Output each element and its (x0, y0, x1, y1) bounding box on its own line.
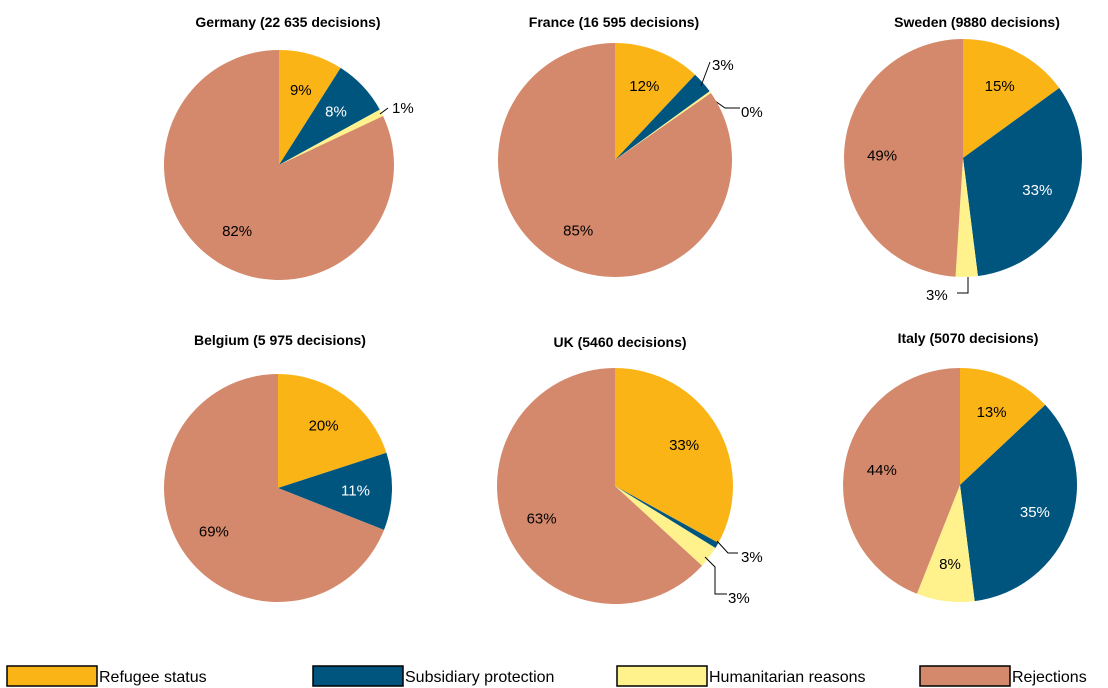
chart-title: Sweden (9880 decisions) (894, 14, 1060, 30)
data-label-subsidiary-protection: 11% (341, 482, 370, 499)
leader-line (700, 61, 711, 87)
pie-slice-subsidiary-protection (615, 486, 719, 548)
chart-title: UK (5460 decisions) (553, 334, 686, 350)
pie-slice-subsidiary-protection (279, 67, 380, 165)
data-label-refugee-status: 9% (290, 82, 312, 99)
pie-slice-refugee-status (278, 374, 387, 488)
pie-slice-humanitarian-reasons (955, 158, 978, 277)
data-label-rejections: 82% (222, 223, 252, 240)
data-label-subsidiary-protection: 3% (712, 57, 734, 74)
pie-slice-subsidiary-protection (278, 452, 392, 530)
chart-title: Belgium (5 975 decisions) (194, 332, 366, 348)
pie-chart-4: UK (5460 decisions) 33% 3% 3% 63% (496, 334, 763, 607)
data-label-refugee-status: 33% (669, 437, 699, 454)
pie-slice-rejections (842, 367, 960, 594)
data-label-rejections: 69% (199, 524, 229, 541)
chart-title: France (16 595 decisions) (529, 14, 699, 30)
legend-label-refugee-status: Refugee status (99, 669, 207, 686)
pie-slice-rejections (498, 43, 732, 277)
pie-chart-3: Belgium (5 975 decisions) 20% 11% 69% (163, 332, 392, 602)
chart-title: Germany (22 635 decisions) (195, 14, 380, 30)
legend-label-humanitarian-reasons: Humanitarian reasons (709, 669, 866, 686)
chart-title: Italy (5070 decisions) (898, 330, 1039, 346)
pie-chart-2: Sweden (9880 decisions) 15% 33% 3% 49% (844, 14, 1083, 304)
legend-swatch-humanitarian-reasons (616, 665, 708, 687)
data-label-subsidiary-protection: 8% (325, 104, 347, 121)
legend-label-rejections: Rejections (1012, 669, 1087, 686)
pie-slice-rejections (163, 374, 384, 602)
legend-swatch-refugee-status (6, 665, 98, 687)
pie-slice-subsidiary-protection (960, 404, 1077, 602)
data-label-subsidiary-protection: 33% (1022, 182, 1052, 199)
pie-slice-rejections (496, 368, 703, 604)
data-label-humanitarian-reasons: 0% (741, 104, 763, 121)
data-label-subsidiary-protection: 3% (741, 549, 763, 566)
data-label-subsidiary-protection: 35% (1020, 504, 1050, 521)
pie-slice-rejections (163, 50, 394, 280)
pie-slice-refugee-status (279, 50, 341, 165)
data-label-humanitarian-reasons: 3% (926, 287, 948, 304)
pie-chart-0: Germany (22 635 decisions) 9% 8% 1% 82% (163, 14, 414, 280)
data-label-refugee-status: 12% (629, 78, 659, 95)
leader-line (379, 107, 389, 115)
data-label-humanitarian-reasons: 3% (728, 590, 750, 607)
pie-slice-humanitarian-reasons (615, 91, 711, 160)
pie-slice-refugee-status (963, 39, 1060, 158)
data-label-humanitarian-reasons: 1% (392, 100, 414, 117)
data-label-refugee-status: 20% (309, 417, 339, 434)
pie-slice-humanitarian-reasons (279, 109, 384, 165)
data-label-rejections: 49% (867, 148, 897, 165)
pie-chart-1: France (16 595 decisions) 12% 3% 0% 85% (498, 14, 763, 277)
pie-chart-5: Italy (5070 decisions) 13% 35% 8% 44% (842, 330, 1077, 602)
pie-slice-subsidiary-protection (615, 74, 710, 160)
pie-slice-rejections (844, 39, 963, 277)
pie-slice-refugee-status (960, 368, 1046, 485)
legend-label-subsidiary-protection: Subsidiary protection (405, 669, 554, 686)
pie-slice-humanitarian-reasons (615, 486, 716, 566)
pie-slice-refugee-status (615, 43, 696, 160)
leader-line (957, 277, 969, 294)
pie-slice-refugee-status (615, 368, 733, 543)
legend-swatch-rejections (919, 665, 1011, 687)
data-label-humanitarian-reasons: 8% (939, 556, 961, 573)
data-label-rejections: 85% (563, 223, 593, 240)
data-label-rejections: 63% (527, 510, 557, 527)
data-label-refugee-status: 13% (977, 404, 1007, 421)
data-label-rejections: 44% (867, 462, 897, 479)
pie-slice-subsidiary-protection (963, 88, 1083, 277)
pie-slice-humanitarian-reasons (916, 485, 975, 602)
legend-swatch-subsidiary-protection (312, 665, 404, 687)
leader-line (716, 540, 738, 554)
data-label-refugee-status: 15% (985, 78, 1015, 95)
legend: Refugee status Subsidiary protection Human… (6, 665, 1087, 687)
leader-line (704, 556, 727, 595)
